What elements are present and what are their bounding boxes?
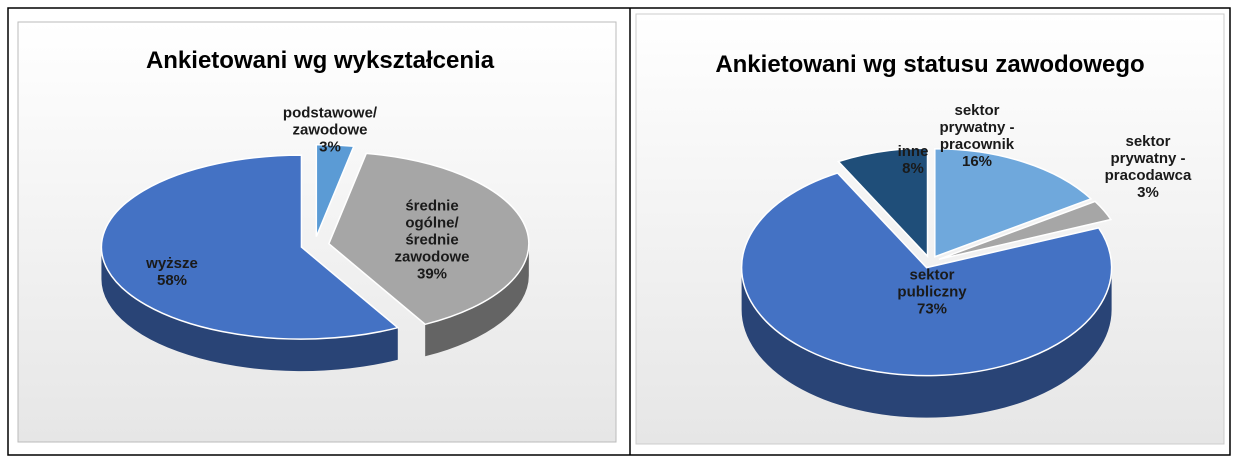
pie-slice bbox=[327, 152, 530, 326]
slice-label: sektor prywatny - pracownik 16% bbox=[939, 102, 1014, 170]
slice-label: sektor prywatny - pracodawca 3% bbox=[1105, 133, 1192, 201]
pie-slice bbox=[740, 172, 1113, 377]
chart-title: Ankietowani wg statusu zawodowego bbox=[715, 51, 1144, 78]
slice-label: wyższe 58% bbox=[146, 255, 198, 289]
value-label: 8% bbox=[902, 160, 924, 177]
category-label: sektor prywatny - pracownik bbox=[939, 102, 1015, 153]
value-label: 3% bbox=[1137, 184, 1159, 201]
value-label: 39% bbox=[416, 265, 448, 283]
category-label: sektor prywatny - pracodawca bbox=[1104, 133, 1192, 184]
value-label: 3% bbox=[319, 138, 341, 156]
pie-side bbox=[425, 243, 529, 357]
pie-slice bbox=[938, 200, 1113, 261]
value-label: 16% bbox=[961, 153, 993, 170]
pie-slice bbox=[934, 147, 1093, 258]
value-label: 58% bbox=[156, 272, 188, 289]
category-label: średnie ogólne/ średnie zawodowe bbox=[394, 197, 470, 266]
slice-label: sektor publiczny 73% bbox=[897, 267, 966, 318]
category-label: podstawowe/ zawodowe bbox=[282, 104, 378, 139]
chart-title: Ankietowani wg wykształcenia bbox=[146, 47, 495, 74]
slice-label: podstawowe/ zawodowe 3% bbox=[283, 105, 377, 156]
value-label: 73% bbox=[916, 300, 948, 318]
slice-label: średnie ogólne/ średnie zawodowe 39% bbox=[394, 198, 469, 283]
table-border bbox=[7, 7, 1231, 456]
pie-slice bbox=[100, 154, 400, 340]
slice-label: inne 8% bbox=[898, 143, 929, 177]
category-label: wyższe bbox=[146, 255, 198, 272]
pie-side bbox=[101, 247, 398, 372]
pie-side bbox=[741, 267, 1112, 418]
category-label: sektor publiczny bbox=[897, 266, 967, 301]
pie-slice bbox=[315, 143, 355, 237]
category-label: inne bbox=[897, 143, 929, 160]
pie-slice bbox=[837, 147, 929, 259]
